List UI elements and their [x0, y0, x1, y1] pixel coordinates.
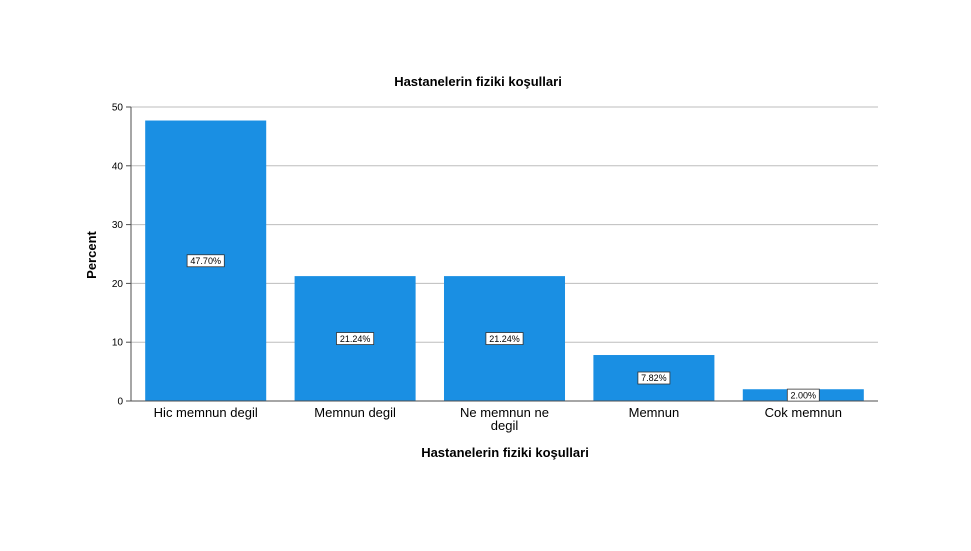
y-axis-label: Percent: [84, 230, 99, 278]
x-tick-label: Hic memnun degil: [154, 405, 258, 420]
x-tick-label: Cok memnun: [765, 405, 842, 420]
y-tick-label: 30: [112, 220, 124, 231]
data-label: 21.24%: [489, 334, 520, 344]
bars: [145, 120, 864, 402]
y-tick-label: 0: [117, 397, 123, 408]
chart-title: Hastanelerin fiziki koşullari: [394, 74, 562, 89]
data-label: 2.00%: [791, 390, 817, 400]
x-tick-label-line: Ne memnun ne: [460, 405, 549, 420]
x-tick-label-line: Hic memnun degil: [154, 405, 258, 420]
x-axis-label: Hastanelerin fiziki koşullari: [421, 445, 589, 460]
data-label: 21.24%: [340, 334, 371, 344]
x-tick-label: Ne memnun ne degil: [460, 405, 549, 433]
x-tick-label: Memnun: [629, 405, 680, 420]
x-tick-label: Memnun degil: [314, 405, 396, 420]
y-tick-label: 50: [112, 103, 124, 114]
y-tick-label: 10: [112, 338, 124, 349]
y-tick-label: 40: [112, 161, 124, 172]
x-tick-label-line: Memnun: [629, 405, 680, 420]
data-label-box: [336, 332, 375, 345]
data-label-box: [485, 332, 524, 345]
x-tick-label-line: Cok memnun: [765, 405, 842, 420]
data-label-box: [786, 388, 820, 402]
data-label-box: [186, 254, 225, 268]
x-tick-label-line: Memnun degil: [314, 405, 396, 420]
data-label: 7.82%: [641, 373, 667, 383]
x-tick-label-line: degil: [491, 418, 519, 433]
y-tick-label: 20: [112, 279, 124, 290]
data-label-box: [637, 371, 671, 385]
data-labels: 47.70% 21.24% 21.24% 7.82% 2.00%: [186, 254, 820, 402]
data-label: 47.70%: [190, 256, 221, 266]
